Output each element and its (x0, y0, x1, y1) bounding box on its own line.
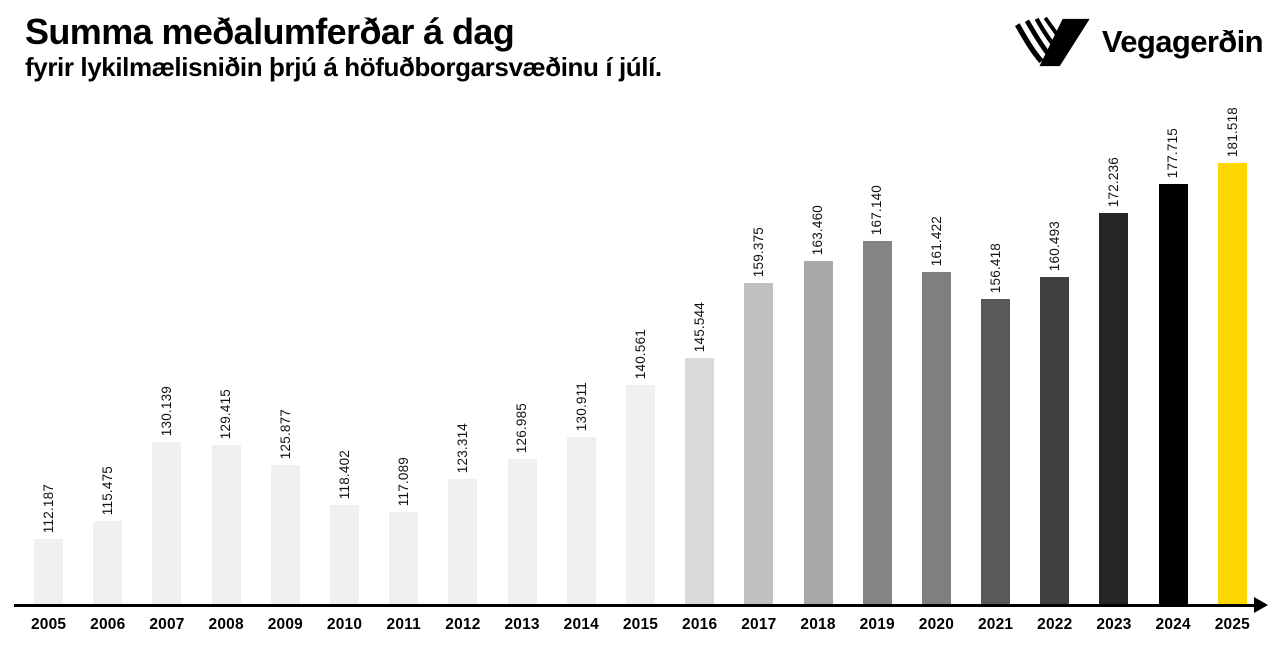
x-tick-2005: 2005 (30, 616, 67, 633)
x-tick-2024: 2024 (1155, 616, 1191, 633)
x-axis-tick-labels: 2005 2006 2007 2008 2009 2010 2011 2012 2013 2014… (19, 616, 1262, 634)
bar-value-label-2020: 161.422 (928, 215, 944, 266)
vegagerdin-logo: Vegagerðin (1014, 14, 1264, 70)
x-tick-2023: 2023 (1096, 616, 1132, 633)
x-tick-2014: 2014 (563, 616, 599, 633)
bar-value-label-2019: 167.140 (869, 184, 885, 235)
bar-value-label-2006: 115.475 (100, 465, 116, 515)
bar-column-2014: 130.911 (552, 85, 611, 605)
page-title: Summa meðalumferðar á dag (25, 11, 515, 52)
bar-value-label-2017: 159.375 (751, 226, 767, 277)
bar-2023 (1099, 213, 1129, 605)
bar-column-2024: 177.715 (1144, 85, 1203, 605)
bar-2022 (1040, 277, 1070, 605)
bar-2008 (211, 445, 241, 605)
bar-column-2015: 140.561 (611, 85, 670, 605)
bar-2016 (685, 358, 715, 605)
bar-value-label-2016: 145.544 (691, 301, 707, 352)
logo-wordmark: Vegagerðin (1101, 24, 1264, 59)
bar-value-label-2022: 160.493 (1047, 220, 1063, 271)
bar-column-2013: 126.985 (493, 85, 552, 605)
bar-value-label-2009: 125.877 (277, 408, 293, 459)
x-axis-line (14, 604, 1260, 607)
x-tick-2021: 2021 (977, 616, 1014, 633)
bar-column-2010: 118.402 (315, 85, 374, 605)
bar-value-label-2008: 129.415 (218, 388, 234, 439)
x-tick-2020: 2020 (918, 616, 955, 633)
bar-value-label-2013: 126.985 (514, 402, 530, 453)
bar-column-2023: 172.236 (1084, 85, 1143, 605)
bar-column-2009: 125.877 (256, 85, 315, 605)
bar-value-label-2010: 118.402 (336, 449, 352, 499)
bar-value-label-2011: 117.089 (395, 456, 411, 506)
bar-value-label-2007: 130.139 (159, 385, 175, 436)
x-tick-2016: 2016 (682, 616, 718, 633)
bar-2024 (1158, 184, 1188, 605)
bar-value-label-2021: 156.418 (987, 242, 1003, 293)
bar-2014 (566, 437, 596, 605)
x-tick-2006: 2006 (90, 616, 126, 633)
x-tick-2017: 2017 (741, 616, 777, 633)
bar-column-2021: 156.418 (966, 85, 1025, 605)
bar-column-2025: 181.518 (1203, 85, 1262, 605)
bar-column-2017: 159.375 (729, 85, 788, 605)
bar-column-2006: 115.475 (78, 85, 137, 605)
bar-column-2011: 117.089 (374, 85, 433, 605)
x-tick-2015: 2015 (622, 616, 659, 633)
bar-value-label-2015: 140.561 (632, 328, 648, 379)
bar-value-label-2018: 163.460 (810, 204, 826, 255)
x-tick-2011: 2011 (386, 616, 421, 633)
bar-column-2016: 145.544 (670, 85, 729, 605)
bar-2017 (744, 283, 774, 605)
x-tick-2018: 2018 (800, 616, 836, 633)
bar-2013 (507, 459, 537, 605)
bar-2025 (1217, 163, 1247, 605)
bar-2011 (389, 512, 419, 605)
vegagerdin-striped-v-icon (1014, 16, 1090, 67)
x-axis-arrow-icon (1254, 597, 1268, 613)
x-tick-2022: 2022 (1037, 616, 1073, 633)
bar-2019 (862, 241, 892, 605)
x-tick-2008: 2008 (208, 616, 244, 633)
x-tick-2012: 2012 (445, 616, 481, 633)
bar-chart: 112.187 115.475 130.139 129.415 125.877 118.4… (19, 85, 1262, 605)
bar-2009 (270, 465, 300, 605)
bar-2012 (448, 479, 478, 605)
bar-column-2008: 129.415 (197, 85, 256, 605)
bar-2006 (93, 521, 123, 605)
x-tick-2025: 2025 (1214, 616, 1250, 633)
bar-value-label-2014: 130.911 (573, 381, 589, 431)
bar-column-2005: 112.187 (19, 85, 78, 605)
bar-value-label-2025: 181.518 (1224, 106, 1240, 157)
page-subtitle: fyrir lykilmælisniðin þrjú á höfuðborgar… (25, 52, 662, 83)
bar-2021 (981, 299, 1011, 605)
chart-title-block: Summa meðalumferðar á dag fyrir lykilmæl… (25, 11, 662, 83)
bar-column-2007: 130.139 (137, 85, 196, 605)
bar-column-2020: 161.422 (907, 85, 966, 605)
bar-2020 (921, 272, 951, 605)
bar-2018 (803, 261, 833, 605)
bar-2007 (152, 442, 182, 605)
bar-column-2019: 167.140 (848, 85, 907, 605)
x-tick-2007: 2007 (149, 616, 185, 633)
bar-2015 (625, 385, 655, 605)
bar-2010 (330, 505, 360, 605)
bar-column-2018: 163.460 (788, 85, 847, 605)
bar-2005 (34, 539, 64, 605)
bar-column-2022: 160.493 (1025, 85, 1084, 605)
x-tick-2010: 2010 (326, 616, 363, 633)
bar-value-label-2024: 177.715 (1165, 127, 1181, 178)
bar-value-label-2023: 172.236 (1106, 156, 1122, 207)
x-tick-2013: 2013 (504, 616, 540, 633)
x-tick-2009: 2009 (267, 616, 303, 633)
bar-column-2012: 123.314 (433, 85, 492, 605)
x-tick-2019: 2019 (859, 616, 895, 633)
bar-value-label-2012: 123.314 (455, 422, 471, 473)
bar-value-label-2005: 112.187 (40, 483, 56, 533)
